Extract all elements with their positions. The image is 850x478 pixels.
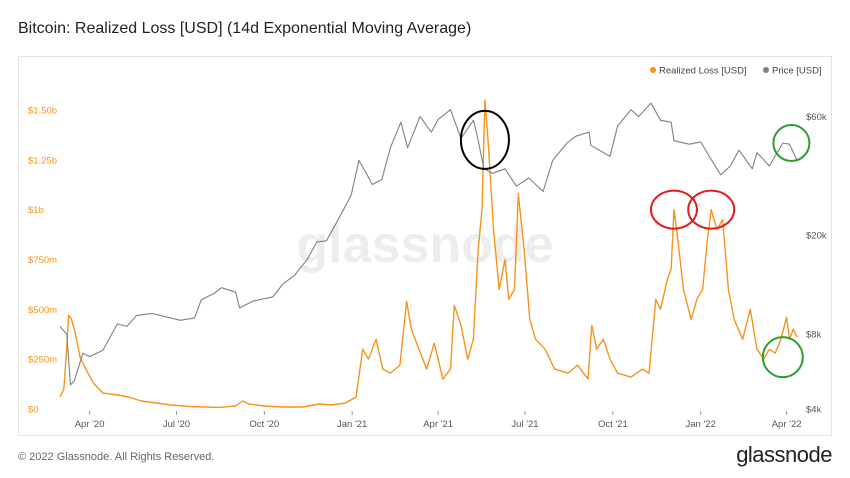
- y-right-tick-label: $8k: [806, 330, 822, 341]
- annotation-circle-red: [649, 189, 698, 230]
- legend-marker-price: [763, 67, 769, 73]
- x-tick-label: Apr '22: [772, 419, 802, 430]
- y-right-tick-label: $20k: [806, 231, 827, 242]
- series-line-realized-loss: [59, 99, 798, 409]
- x-tick-label: Apr '21: [423, 419, 453, 430]
- y-left-tick-label: $1.25b: [28, 155, 57, 166]
- brand-logo-text: glassnode: [736, 442, 832, 467]
- y-right-tick-label: $4k: [806, 405, 822, 416]
- annotation-circle-green: [772, 124, 811, 163]
- y-left-tick-label: $750m: [28, 255, 57, 266]
- legend-marker-realized-loss: [650, 67, 656, 73]
- chart-title: Bitcoin: Realized Loss [USD] (14d Expone…: [18, 20, 472, 37]
- x-tick-label: Jan '22: [686, 419, 716, 430]
- y-left-tick-label: $500m: [28, 305, 57, 316]
- y-right-tick-label: $60k: [806, 112, 827, 123]
- x-tick-label: Oct '21: [598, 419, 628, 430]
- y-left-tick-label: $250m: [28, 355, 57, 366]
- x-tick-label: Jul '20: [163, 419, 190, 430]
- x-tick-label: Jul '21: [511, 419, 538, 430]
- legend-label-price: Price [USD]: [772, 66, 822, 77]
- annotation-circle-black: [459, 109, 510, 170]
- y-left-tick-label: $0: [28, 405, 39, 416]
- watermark: glassnode: [296, 216, 553, 274]
- x-tick-label: Jan '21: [337, 419, 367, 430]
- x-tick-label: Oct '20: [249, 419, 279, 430]
- y-left-tick-label: $1b: [28, 205, 44, 216]
- series-line-price: [59, 102, 798, 386]
- legend-label-realized-loss: Realized Loss [USD]: [659, 66, 747, 77]
- copyright-text: © 2022 Glassnode. All Rights Reserved.: [18, 451, 215, 463]
- x-tick-label: Apr '20: [75, 419, 105, 430]
- annotation-circle-red: [687, 189, 736, 230]
- y-left-tick-label: $1.50b: [28, 105, 57, 116]
- annotation-circle-green: [761, 336, 804, 379]
- chart-panel: [18, 56, 832, 436]
